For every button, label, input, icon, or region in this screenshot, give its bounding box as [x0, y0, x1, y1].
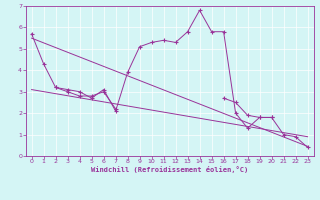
X-axis label: Windchill (Refroidissement éolien,°C): Windchill (Refroidissement éolien,°C) — [91, 166, 248, 173]
